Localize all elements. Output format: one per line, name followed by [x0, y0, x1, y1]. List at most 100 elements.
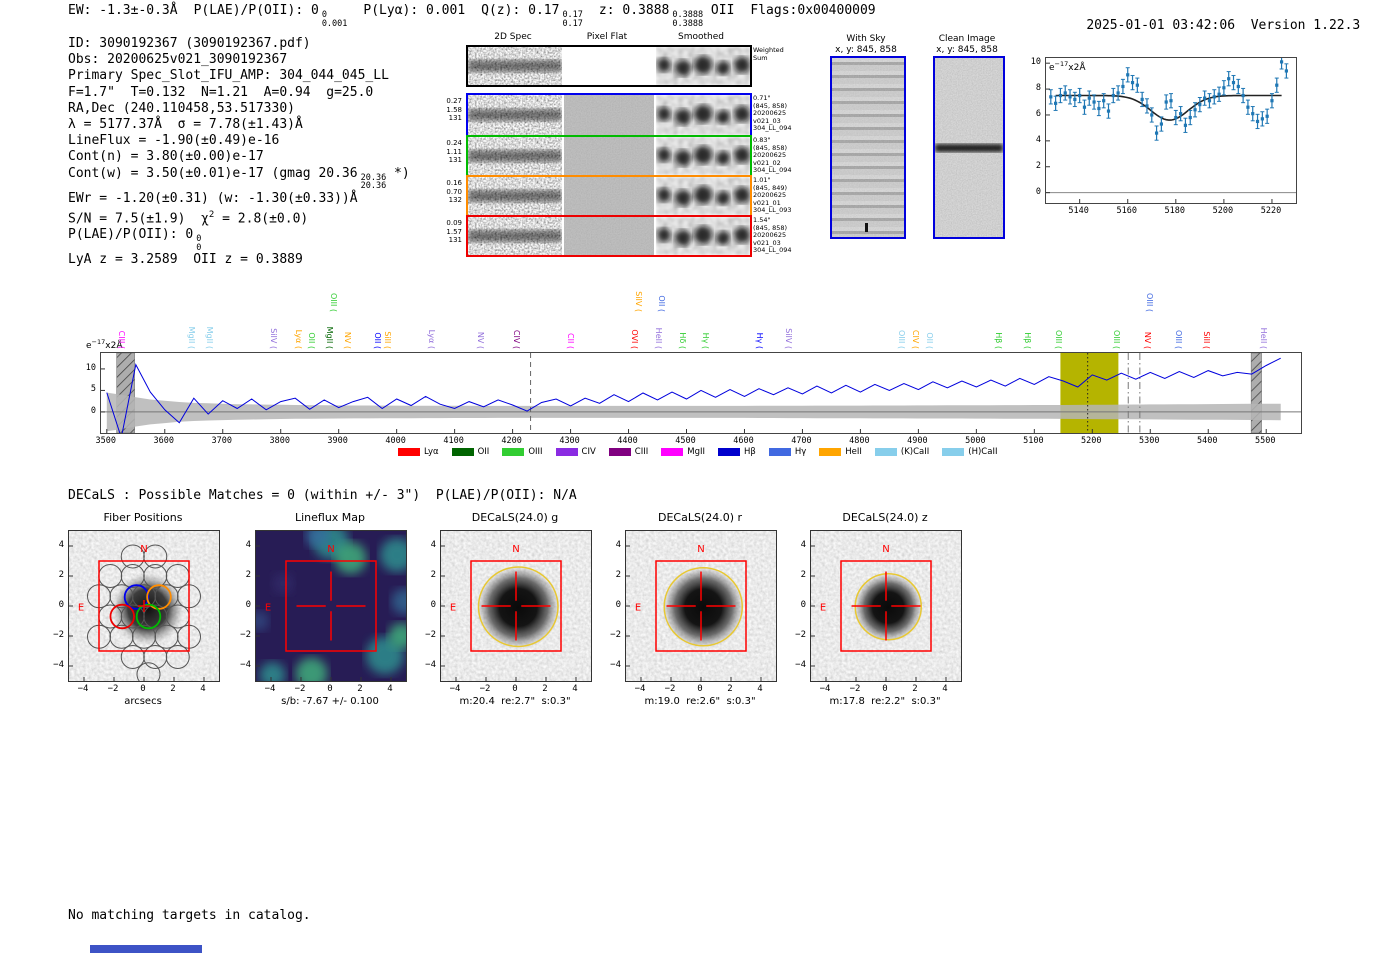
info-line: S/N = 7.5(±1.9) χ2 = 2.8(±0.0): [68, 209, 309, 227]
cutout-x-tick: 4: [387, 684, 393, 694]
smoothed-strip: [656, 137, 750, 175]
legend-label: Hβ: [744, 447, 756, 457]
emission-line-label: MgII (: [324, 326, 334, 349]
header-metric: z: 0.3888 0.3888 0.3888 OII: [598, 3, 735, 29]
cutout-x-tick: 2: [912, 684, 918, 694]
report-header-metrics: EW: -1.3±-0.3Å P(LAE)/P(OII): 0 0 0.001 P(Ly…: [68, 3, 876, 28]
cutout-y-tick: 0: [245, 600, 251, 610]
cutout-x-tick: −4: [264, 684, 276, 694]
smoothed-strip: [656, 95, 750, 135]
col-header-smoothed: Smoothed: [678, 32, 724, 42]
pixelflat-strip: [564, 177, 654, 215]
cutout-title: Lineflux Map: [294, 511, 366, 524]
col-header-pixelflat: Pixel Flat: [586, 32, 628, 42]
info-line: Cont(n) = 3.80(±0.00)e-17: [68, 149, 264, 165]
spectrum-x-tick: 5300: [1139, 436, 1160, 446]
emission-line-label: OII (: [924, 332, 934, 349]
legend-label: OIII: [528, 447, 543, 457]
compass-east: E: [820, 603, 826, 614]
cutout-x-tick: −4: [634, 684, 646, 694]
spec2d-row: [466, 45, 752, 87]
emission-line-label: OII (: [306, 332, 316, 349]
smoothed-strip: [656, 47, 750, 85]
footer-line-1: No matching targets in catalog.: [68, 908, 311, 924]
cutout-y-tick: −4: [795, 660, 806, 670]
emission-line-label: Hγ (: [754, 332, 764, 349]
smoothed-strip: [656, 177, 750, 215]
cutout-x-tick: 4: [200, 684, 206, 694]
emission-line-label: SiIV (: [269, 328, 279, 349]
emission-line-label: Hβ (: [1022, 332, 1032, 349]
emission-line-label: SiII (: [382, 331, 392, 349]
inset-y-tick: 8: [1035, 83, 1041, 94]
report-header-right: 2025-01-01 03:42:06 Version 1.22.3: [1055, 3, 1360, 48]
legend-item: CIII: [608, 447, 649, 457]
inset-x-tick: 5200: [1212, 206, 1234, 216]
cutout-x-tick: −4: [77, 684, 89, 694]
header-metric: Q(z): 0.17 0.17 0.17: [481, 3, 583, 29]
row-fiber-info: 0.71" (845, 858) 20200625 v021_03 304_LL…: [753, 94, 792, 133]
legend-swatch: [502, 448, 525, 456]
inset-y-tick: 0: [1035, 186, 1041, 197]
with-sky-header: With Sky x, y: 845, 858: [835, 34, 897, 56]
cutout-xlabel: arcsecs: [124, 696, 162, 707]
emission-line-label: HeII (: [1259, 327, 1269, 349]
spectrum-x-tick: 4500: [675, 436, 696, 446]
emission-line-label: Hβ (: [994, 332, 1004, 349]
spectrum-x-tick: 3500: [95, 436, 117, 446]
cutout-y-tick: −4: [610, 660, 621, 670]
line-fit-inset-plot: [1045, 54, 1297, 204]
cutout-y-tick: 2: [245, 570, 251, 580]
pixelflat-strip: [564, 137, 654, 175]
cutout-x-tick: −4: [819, 684, 831, 694]
emission-line-label: OIII (: [897, 329, 907, 349]
emission-line-label: OIII (: [328, 292, 338, 312]
emission-line-label: SiIV (: [784, 328, 794, 349]
spec2d-row: [466, 135, 752, 177]
legend-label: OII: [477, 447, 490, 457]
stacked-value: 20.36 20.36: [360, 172, 387, 192]
cutout-y-tick: 0: [615, 600, 621, 610]
legend-swatch: [942, 448, 965, 456]
cutout-y-tick: −2: [610, 630, 621, 640]
cutout-x-tick: −4: [449, 684, 461, 694]
smoothed-strip: [656, 217, 750, 255]
cutout-x-tick: 4: [942, 684, 948, 694]
legend-swatch: [874, 448, 897, 456]
legend-label: CIII: [634, 447, 649, 457]
legend-label: Hγ: [794, 447, 807, 457]
cutout-x-tick: −2: [849, 684, 861, 694]
inset-y-tick: 4: [1035, 134, 1041, 145]
row-fiber-info: Weighted Sum: [753, 46, 784, 62]
info-line: EWr = -1.20(±0.31) (w: -1.30(±0.33))Å: [68, 190, 358, 206]
emission-line-label: NV (: [342, 331, 352, 349]
detection-info-block: ID: 3090192367 (3090192367.pdf) Obs: 2020…: [68, 36, 410, 269]
cutout-y-tick: 2: [800, 570, 806, 580]
cutout-y-tick: 0: [430, 600, 436, 610]
col-header-2dspec: 2D Spec: [494, 32, 532, 42]
legend-item: OIII: [502, 447, 543, 457]
spectrum-x-tick: 4100: [443, 436, 464, 446]
spectrum-x-tick: 4700: [791, 436, 812, 446]
info-line: λ = 5177.37Å σ = 7.78(±1.43)Å: [68, 117, 303, 133]
spectrum-x-tick: 5100: [1023, 436, 1044, 446]
legend-label: (H)CaII: [968, 447, 998, 457]
legend-swatch: [398, 448, 420, 456]
cutout-y-tick: 0: [58, 600, 64, 610]
cutout-xlabel: m:17.8 re:2.2" s:0.3": [829, 696, 941, 707]
cutout-xlabel: s/b: -7.67 +/- 0.100: [281, 696, 379, 707]
legend-swatch: [661, 448, 684, 456]
emission-line-label: OII (: [657, 295, 667, 312]
spectrum-x-tick: 3800: [269, 436, 290, 446]
row-fiber-info: 1.54" (845, 858) 20200625 v021_03 304_LL…: [753, 216, 792, 255]
spectrum-x-tick: 4900: [907, 436, 928, 446]
info-line: LineFlux = -1.90(±0.49)e-16: [68, 133, 280, 149]
compass-north: N: [140, 544, 147, 555]
row-weights: 0.27 1.58 131: [446, 97, 462, 122]
with-sky-image: [830, 56, 906, 239]
emission-line-label: MgII (: [204, 326, 214, 349]
